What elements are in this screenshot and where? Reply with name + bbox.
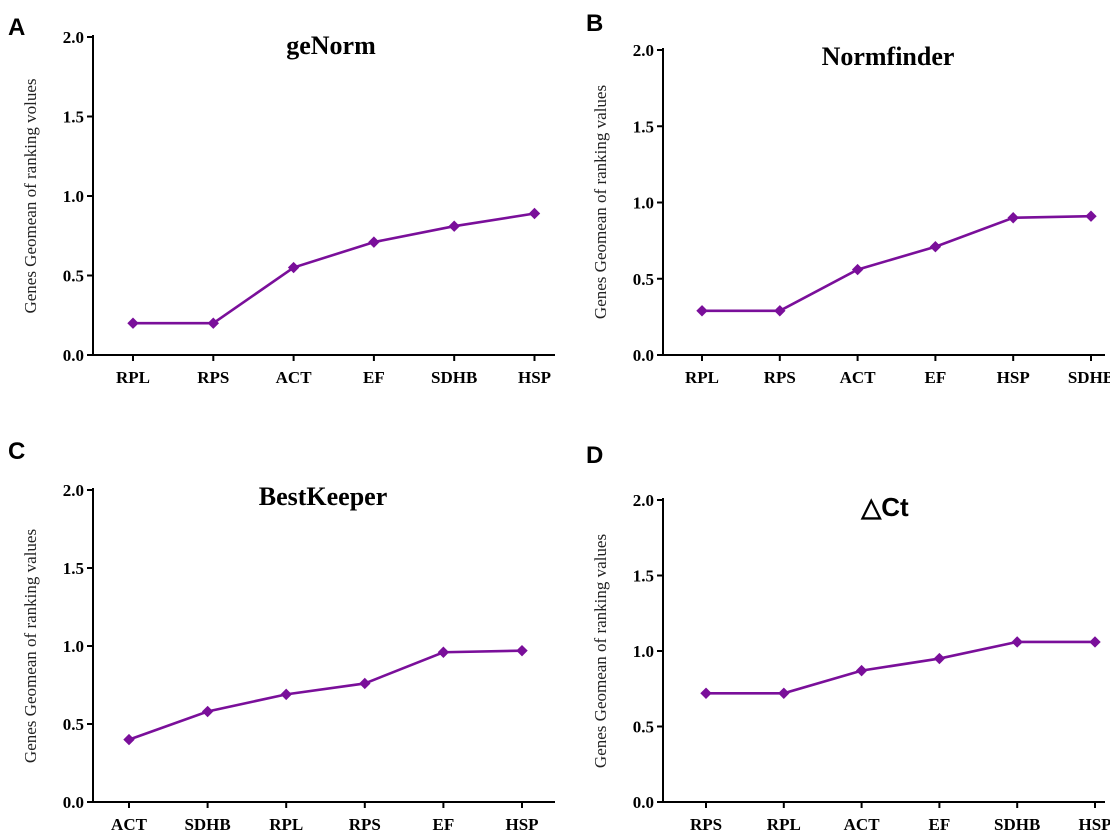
y-tick-label: 2.0 (633, 41, 654, 60)
chart-title: △Ct (860, 492, 909, 522)
series-line (133, 212, 535, 325)
data-point (528, 207, 541, 220)
data-point (516, 644, 528, 657)
y-tick-label: 1.5 (63, 559, 84, 578)
x-tick-label: RPS (690, 815, 722, 834)
data-point (929, 241, 942, 253)
series-line (128, 649, 523, 741)
y-tick-label: 1.5 (63, 108, 84, 127)
y-tick-label: 0.0 (63, 346, 84, 365)
data-point (933, 652, 946, 665)
data-point (855, 664, 868, 677)
data-point (696, 305, 708, 317)
data-point (368, 236, 380, 248)
data-point (700, 687, 712, 699)
chart-panel-d: D △Ct Genes Geomean of ranking values 0.0 0.… (586, 442, 1110, 834)
y-tick-label: 1.5 (633, 567, 654, 586)
data-point (280, 688, 292, 701)
y-tick-label: 0.0 (633, 346, 654, 365)
chart-title: geNorm (286, 31, 376, 60)
x-tick-label: EF (433, 815, 455, 834)
y-tick-label: 0.5 (633, 718, 654, 737)
x-tick-label: EF (929, 815, 951, 834)
data-point (1089, 636, 1101, 648)
data-point (123, 733, 135, 746)
data-point (1007, 212, 1019, 224)
data-point (207, 317, 220, 329)
y-tick-label: 2.0 (63, 481, 84, 500)
y-tick-label: 1.0 (633, 194, 654, 213)
series-line (702, 214, 1092, 313)
x-tick-label: RPL (685, 368, 719, 387)
x-tick-label: SDHB (1068, 368, 1110, 387)
x-tick-label: ACT (111, 815, 148, 834)
y-axis-label: Genes Geomean of ranking values (21, 529, 40, 763)
y-tick-label: 1.0 (63, 637, 84, 656)
data-point (448, 220, 460, 232)
data-point (127, 317, 139, 329)
x-tick-label: RPS (349, 815, 381, 834)
chart-title: BestKeeper (259, 482, 388, 511)
x-tick-label: HSP (1078, 815, 1110, 834)
x-tick-label: RPS (197, 368, 229, 387)
y-tick-label: 0.5 (63, 267, 84, 286)
data-point (774, 305, 786, 317)
panel-letter: D (586, 442, 603, 469)
y-tick-label: 0.5 (633, 270, 654, 289)
y-tick-label: 1.0 (633, 642, 654, 661)
data-point (778, 687, 790, 699)
y-tick-label: 0.5 (63, 715, 84, 734)
y-axis-label: Genes Geomean of ranking values (591, 534, 610, 768)
chart-panel-b: B Normfinder Genes Geomean of ranking valu… (586, 10, 1110, 387)
chart-panel-c: C BestKeeper Genes Geomean of ranking valu… (8, 438, 555, 834)
y-tick-label: 0.0 (63, 793, 84, 812)
data-point (437, 646, 450, 658)
x-tick-label: RPL (269, 815, 303, 834)
data-point (1085, 210, 1097, 222)
y-tick-label: 1.5 (633, 117, 654, 136)
x-tick-label: RPL (116, 368, 150, 387)
data-point (1011, 636, 1023, 648)
y-tick-label: 2.0 (633, 491, 654, 510)
panel-letter: C (8, 438, 25, 465)
x-tick-label: ACT (844, 815, 881, 834)
panel-letter: B (586, 10, 603, 37)
data-point (287, 261, 300, 274)
x-tick-label: EF (363, 368, 385, 387)
y-tick-label: 2.0 (63, 28, 84, 47)
x-tick-label: EF (925, 368, 947, 387)
data-point (201, 705, 214, 718)
x-tick-label: SDHB (431, 368, 477, 387)
x-tick-label: HSP (518, 368, 551, 387)
x-tick-label: HSP (997, 368, 1030, 387)
x-tick-label: ACT (840, 368, 877, 387)
data-point (851, 263, 864, 276)
y-tick-label: 1.0 (63, 187, 84, 206)
x-tick-label: SDHB (994, 815, 1040, 834)
data-point (359, 677, 371, 690)
x-tick-label: RPL (767, 815, 801, 834)
y-axis-label: Genes Geomean of ranking values (591, 85, 610, 319)
chart-title: Normfinder (822, 42, 955, 71)
y-tick-label: 0.0 (633, 793, 654, 812)
x-tick-label: RPS (764, 368, 796, 387)
x-tick-label: ACT (276, 368, 313, 387)
series-line (706, 640, 1095, 695)
x-tick-label: HSP (505, 815, 538, 834)
panel-letter: A (8, 14, 25, 41)
y-axis-label: Genes Geomean of ranking volues (21, 78, 40, 313)
x-tick-label: SDHB (184, 815, 230, 834)
